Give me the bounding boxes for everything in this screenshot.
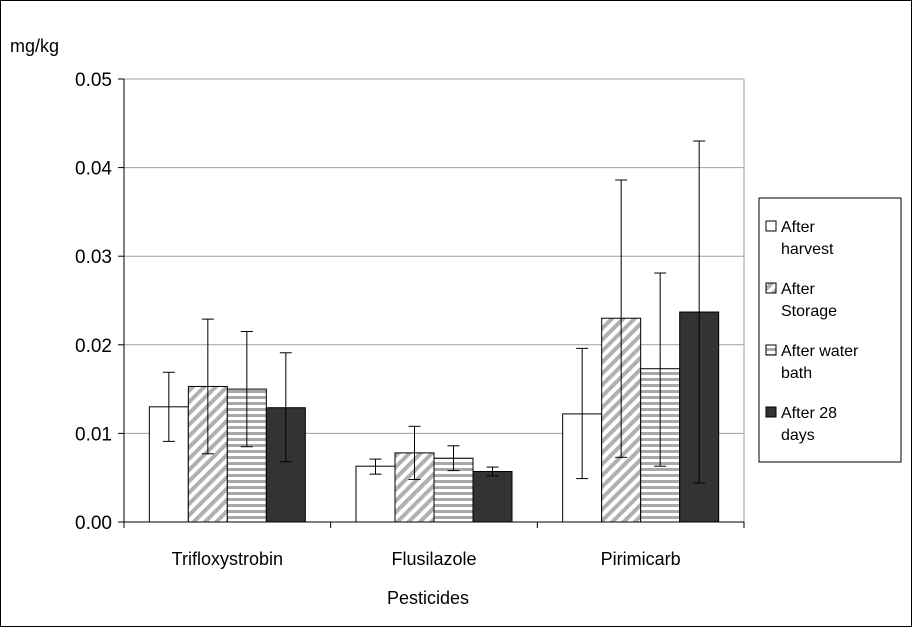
y-tick-label: 0.02	[75, 336, 112, 357]
y-tick-label: 0.00	[75, 513, 112, 534]
x-tick-label: Trifloxystrobin	[172, 549, 283, 569]
legend-label: After water	[781, 343, 859, 360]
legend-swatch	[765, 406, 777, 418]
legend-label: days	[781, 427, 815, 444]
legend-swatch	[765, 344, 777, 356]
legend-label: harvest	[781, 241, 834, 258]
x-tick-label: Flusilazole	[391, 549, 476, 569]
y-tick-label: 0.03	[75, 247, 112, 268]
x-axis-label: Pesticides	[387, 588, 469, 608]
legend-label: After	[781, 219, 815, 236]
y-tick-label: 0.04	[75, 159, 112, 180]
legend-label: Storage	[781, 303, 837, 320]
bar	[472, 470, 513, 523]
error-bars	[162, 140, 706, 484]
legend: After harvest After Storage After water bath A…	[758, 197, 902, 463]
axes: 0.00 0.01 0.02 0.03 0.04 0.05 Trifloxystrobin F…	[75, 70, 745, 569]
y-tick-label: 0.05	[75, 70, 112, 91]
legend-swatch	[765, 220, 777, 232]
legend-label: After	[781, 281, 815, 298]
legend-box	[758, 197, 902, 463]
legend-swatch	[765, 282, 777, 294]
y-axis-label: mg/kg	[10, 36, 59, 56]
x-tick-label: Pirimicarb	[601, 549, 681, 569]
y-tick-label: 0.01	[75, 424, 112, 445]
bar	[355, 465, 396, 523]
legend-label: After 28	[781, 405, 837, 422]
legend-label: bath	[781, 365, 812, 382]
